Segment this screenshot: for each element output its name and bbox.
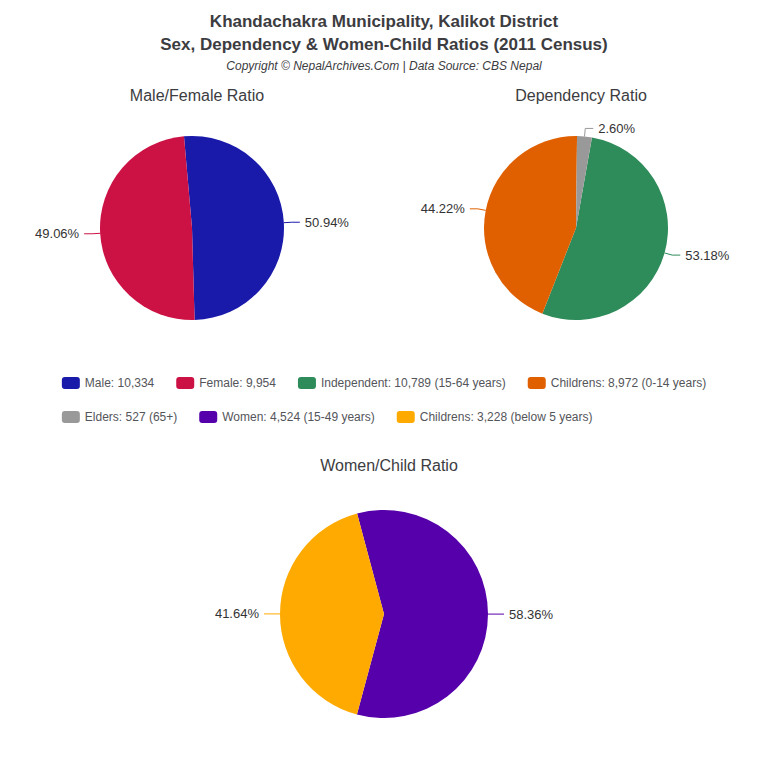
svg-text:41.64%: 41.64% [215, 606, 260, 621]
svg-text:58.36%: 58.36% [509, 607, 554, 622]
svg-text:Dependency Ratio: Dependency Ratio [515, 87, 647, 104]
svg-text:Male: 10,334: Male: 10,334 [85, 376, 155, 390]
svg-text:Copyright © NepalArchives.Com: Copyright © NepalArchives.Com | Data Sou… [226, 59, 542, 73]
svg-text:Khandachakra Municipality, Kal: Khandachakra Municipality, Kalikot Distr… [210, 12, 559, 31]
svg-text:Sex, Dependency & Women-Child: Sex, Dependency & Women-Child Ratios (20… [160, 35, 607, 54]
svg-text:49.06%: 49.06% [35, 226, 80, 241]
svg-text:50.94%: 50.94% [305, 215, 350, 230]
svg-text:Independent: 10,789 (15-64 yea: Independent: 10,789 (15-64 years) [321, 376, 506, 390]
svg-text:2.60%: 2.60% [598, 121, 635, 136]
svg-text:Women: 4,524 (15-49 years): Women: 4,524 (15-49 years) [222, 410, 375, 424]
svg-text:53.18%: 53.18% [685, 248, 730, 263]
svg-text:Elders: 527 (65+): Elders: 527 (65+) [85, 410, 177, 424]
svg-text:Childrens: 8,972 (0-14 years): Childrens: 8,972 (0-14 years) [551, 376, 706, 390]
svg-text:44.22%: 44.22% [421, 201, 466, 216]
svg-text:Childrens: 3,228 (below 5 year: Childrens: 3,228 (below 5 years) [420, 410, 593, 424]
svg-text:Male/Female Ratio: Male/Female Ratio [130, 87, 264, 104]
svg-text:Female: 9,954: Female: 9,954 [199, 376, 276, 390]
svg-text:Women/Child Ratio: Women/Child Ratio [320, 457, 458, 474]
